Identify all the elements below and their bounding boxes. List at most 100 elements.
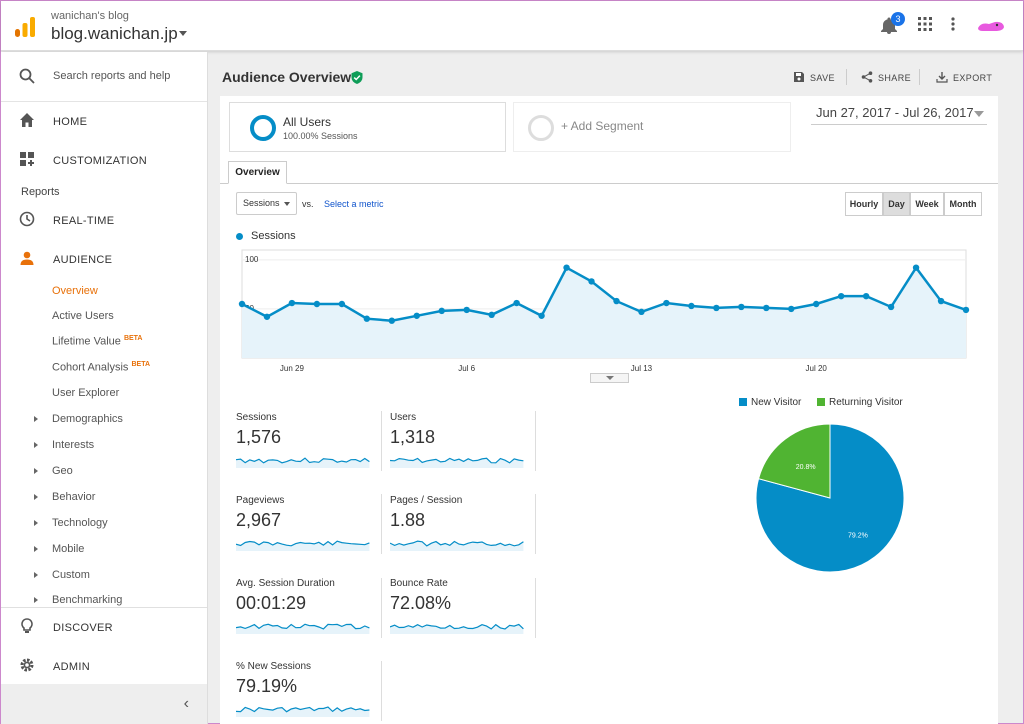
sidebar-item-overview[interactable]: Overview <box>52 285 98 297</box>
legend-returning-visitor[interactable]: Returning Visitor <box>817 397 903 408</box>
sparkline-line <box>236 623 370 630</box>
data-point <box>338 300 346 308</box>
add-segment-button[interactable]: + Add Segment <box>513 102 791 152</box>
sidebar-item-benchmarking[interactable]: Benchmarking <box>52 594 123 606</box>
kpi-value: 2,967 <box>236 510 282 530</box>
divider <box>846 69 847 85</box>
nav-home[interactable]: HOME <box>1 102 207 140</box>
analytics-logo-icon[interactable] <box>13 15 37 39</box>
sparkline-area <box>236 624 370 634</box>
divider <box>535 578 536 638</box>
data-point <box>413 312 420 319</box>
account-name[interactable]: wanichan's blog <box>51 10 129 22</box>
kpi-card[interactable]: % New Sessions 79.19% <box>236 661 381 724</box>
sidebar-item-interests[interactable]: Interests <box>52 439 95 451</box>
search-input[interactable]: Search reports and help <box>53 70 171 82</box>
nav-admin-label: ADMIN <box>53 661 90 673</box>
divider <box>535 494 536 554</box>
expand-arrow-icon[interactable] <box>34 442 38 448</box>
sparkline-line <box>390 540 524 547</box>
add-segment-label: + Add Segment <box>561 119 644 133</box>
divider <box>381 411 382 471</box>
sidebar-item-active-users[interactable]: Active Users <box>52 310 114 322</box>
export-button[interactable]: EXPORT <box>936 72 993 83</box>
kpi-card[interactable]: Sessions 1,576 <box>236 412 381 482</box>
metric-select[interactable]: Sessions <box>236 192 297 215</box>
data-point <box>463 306 470 314</box>
expand-arrow-icon[interactable] <box>34 520 38 526</box>
divider <box>1 607 207 608</box>
expand-arrow-icon[interactable] <box>34 546 38 552</box>
apps-grid-icon[interactable] <box>918 17 932 31</box>
kpi-sparkline <box>390 457 524 468</box>
save-button[interactable]: SAVE <box>794 72 835 83</box>
sidebar-item-demographics[interactable]: Demographics <box>52 413 123 425</box>
nav-realtime[interactable]: REAL-TIME <box>1 201 207 239</box>
share-button[interactable]: SHARE <box>861 71 911 83</box>
date-range-picker[interactable]: Jun 27, 2017 - Jul 26, 2017 <box>816 105 974 120</box>
export-label: EXPORT <box>953 73 993 83</box>
granularity-month[interactable]: Month <box>944 192 982 216</box>
chart-expand-toggle[interactable] <box>590 373 629 383</box>
data-point <box>738 303 745 311</box>
legend-label: Returning Visitor <box>829 397 903 408</box>
sidebar-item-lifetime-value[interactable]: Lifetime Value BETA <box>52 335 143 348</box>
legend-swatch <box>236 233 243 240</box>
collapse-sidebar-button[interactable]: ‹ <box>1 684 207 724</box>
kpi-card[interactable]: Bounce Rate 72.08% <box>390 578 535 648</box>
x-tick-label: Jul 20 <box>806 364 828 373</box>
avatar[interactable] <box>977 19 1005 33</box>
property-name[interactable]: blog.wanichan.jp <box>51 24 178 43</box>
kpi-sparkline <box>236 623 370 634</box>
granularity-day[interactable]: Day <box>883 192 910 216</box>
legend-label: New Visitor <box>751 397 802 408</box>
expand-arrow-icon[interactable] <box>34 468 38 474</box>
x-tick-label: Jul 6 <box>458 364 475 373</box>
expand-arrow-icon[interactable] <box>34 416 38 422</box>
sidebar-item-user-explorer[interactable]: User Explorer <box>52 387 120 399</box>
segment-all-users[interactable]: All Users 100.00% Sessions <box>229 102 506 152</box>
notification-badge: 3 <box>891 12 905 26</box>
data-point <box>363 315 371 322</box>
nav-customization[interactable]: CUSTOMIZATION <box>1 141 207 179</box>
chevron-down-icon[interactable] <box>974 111 984 117</box>
save-icon <box>794 72 804 82</box>
kpi-label: Sessions <box>236 412 277 423</box>
kpi-card[interactable]: Avg. Session Duration 00:01:29 <box>236 578 381 648</box>
sidebar-item-mobile[interactable]: Mobile <box>52 543 85 555</box>
more-vert-icon[interactable] <box>951 17 955 31</box>
expand-arrow-icon[interactable] <box>34 597 38 603</box>
chevron-down-icon[interactable] <box>179 31 187 36</box>
nav-discover[interactable]: DISCOVER <box>1 608 207 646</box>
nav-admin[interactable]: ADMIN <box>1 647 207 685</box>
sidebar-item-custom[interactable]: Custom <box>52 569 90 581</box>
granularity-hourly[interactable]: Hourly <box>845 192 883 216</box>
kpi-value: 1,318 <box>390 427 436 447</box>
sidebar: Search reports and help HOME CUSTOMIZATI… <box>1 52 208 724</box>
kpi-card[interactable]: Users 1,318 <box>390 412 535 482</box>
nav-audience[interactable]: AUDIENCE <box>1 240 207 278</box>
dashboard-icon <box>20 152 34 166</box>
data-point <box>438 307 445 315</box>
granularity-week[interactable]: Week <box>910 192 944 216</box>
data-point <box>588 278 595 285</box>
nav-discover-label: DISCOVER <box>53 622 113 634</box>
segment-placeholder-icon <box>528 115 554 141</box>
date-range-underline <box>811 124 987 125</box>
kpi-sparkline <box>236 457 370 468</box>
expand-arrow-icon[interactable] <box>34 494 38 500</box>
sidebar-item-cohort-analysis[interactable]: Cohort Analysis BETA <box>52 361 150 374</box>
tab-overview[interactable]: Overview <box>228 161 287 184</box>
sidebar-item-technology[interactable]: Technology <box>52 517 108 529</box>
sidebar-item-geo[interactable]: Geo <box>52 465 73 477</box>
data-point <box>862 292 870 300</box>
kpi-card[interactable]: Pageviews 2,967 <box>236 495 381 565</box>
kpi-card[interactable]: Pages / Session 1.88 <box>390 495 535 565</box>
select-metric-link[interactable]: Select a metric <box>324 199 384 209</box>
legend-new-visitor[interactable]: New Visitor <box>739 397 801 408</box>
expand-arrow-icon[interactable] <box>34 572 38 578</box>
sparkline-line <box>236 706 370 713</box>
sidebar-item-behavior[interactable]: Behavior <box>52 491 96 503</box>
legend-swatch <box>739 398 747 406</box>
sidebar-search[interactable]: Search reports and help <box>1 52 207 102</box>
